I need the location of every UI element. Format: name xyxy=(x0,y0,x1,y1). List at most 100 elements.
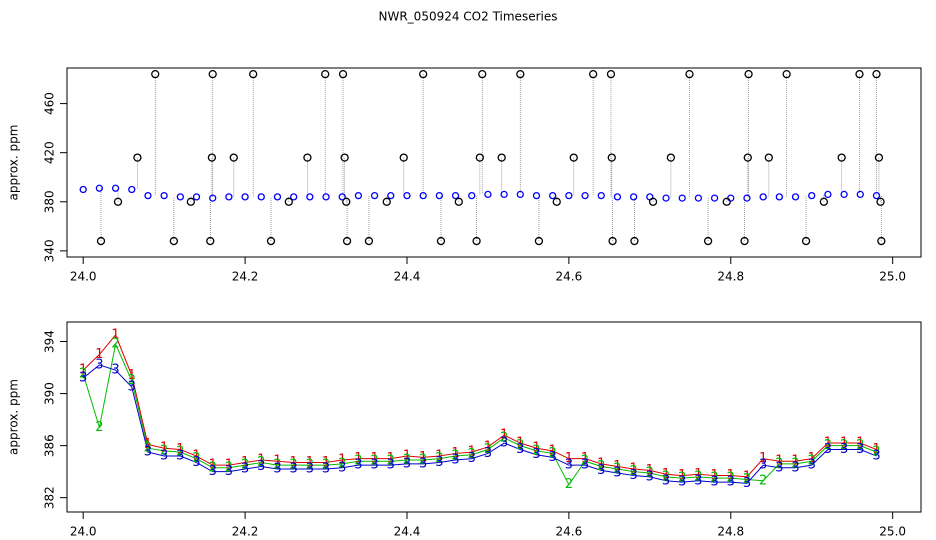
point-glyph: 2 xyxy=(710,471,718,486)
point-glyph: 1 xyxy=(710,468,718,483)
y-tick-label: 386 xyxy=(43,434,57,457)
point-glyph: 2 xyxy=(500,430,508,445)
point-glyph: 1 xyxy=(791,454,799,469)
point xyxy=(208,69,217,79)
point xyxy=(209,194,217,202)
point-glyph: 2 xyxy=(111,337,119,352)
point xyxy=(321,69,330,79)
x-tick-label: 24.6 xyxy=(556,525,583,539)
point xyxy=(160,191,168,200)
series-line xyxy=(82,342,877,486)
point-glyph: 3 xyxy=(694,473,702,488)
point-glyph: 1 xyxy=(322,455,330,470)
point xyxy=(872,191,881,200)
point xyxy=(740,236,749,246)
point xyxy=(306,193,314,201)
chart-title: NWR_050924 CO2 Timeseries xyxy=(379,10,558,24)
point-glyph: 3 xyxy=(95,357,103,372)
point-glyph: 2 xyxy=(856,438,864,453)
x-tick-label: 24.2 xyxy=(232,270,259,284)
x-tick-label: 24.6 xyxy=(556,270,583,284)
point-glyph: 3 xyxy=(144,445,152,460)
point-glyph: 2 xyxy=(241,458,249,473)
point-glyph: 3 xyxy=(290,462,298,477)
y-tick-label: 420 xyxy=(43,141,57,164)
point xyxy=(96,236,106,246)
point-glyph: 2 xyxy=(176,445,184,460)
point-glyph: 1 xyxy=(338,452,346,467)
point-glyph: 2 xyxy=(791,456,799,471)
point-glyph: 3 xyxy=(322,462,330,477)
point-glyph: 3 xyxy=(856,442,864,457)
point-glyph: 3 xyxy=(403,456,411,471)
point xyxy=(475,153,484,162)
point xyxy=(552,197,561,206)
point-glyph: 1 xyxy=(597,456,605,471)
point xyxy=(534,236,544,246)
point-glyph: 3 xyxy=(387,458,395,473)
point-glyph: 1 xyxy=(257,452,265,467)
point-glyph: 3 xyxy=(257,459,265,474)
panel: approx. ppm 24.0 24.2 24.4 24.6 24.8 25.0 340 38… xyxy=(7,67,922,284)
point xyxy=(629,193,638,201)
point xyxy=(743,153,752,162)
point-glyph: 2 xyxy=(694,469,702,484)
point xyxy=(819,197,829,206)
point xyxy=(569,153,578,162)
point xyxy=(877,236,886,246)
point xyxy=(808,191,816,200)
point-glyph: 3 xyxy=(727,475,735,490)
point-glyph: 1 xyxy=(662,467,670,482)
point-glyph: 2 xyxy=(257,455,265,470)
point xyxy=(840,190,848,199)
point xyxy=(500,190,508,199)
point-glyph: 3 xyxy=(338,460,346,475)
point xyxy=(801,236,811,246)
point xyxy=(144,191,152,200)
point-glyph: 2 xyxy=(613,462,621,477)
point-glyph: 2 xyxy=(403,452,411,467)
point-glyph: 3 xyxy=(565,458,573,473)
point-glyph: 1 xyxy=(629,462,637,477)
point-glyph: 2 xyxy=(144,441,152,456)
point-glyph: 1 xyxy=(95,347,103,362)
point-glyph: 1 xyxy=(111,328,119,343)
point xyxy=(606,69,616,79)
point-glyph: 1 xyxy=(840,436,848,451)
point xyxy=(855,69,864,79)
point-glyph: 2 xyxy=(872,445,880,460)
point xyxy=(206,236,215,246)
point-glyph: 3 xyxy=(759,458,767,473)
point xyxy=(775,193,783,201)
point-glyph: 1 xyxy=(192,449,200,464)
point xyxy=(468,191,476,200)
x-tick-label: 24.8 xyxy=(717,270,744,284)
point-glyph: 1 xyxy=(484,439,492,454)
point xyxy=(113,197,123,206)
point xyxy=(549,191,557,200)
point xyxy=(382,197,391,206)
point-glyph: 2 xyxy=(840,438,848,453)
point-glyph: 1 xyxy=(565,451,573,466)
point xyxy=(451,191,460,200)
point xyxy=(133,153,142,162)
point xyxy=(759,193,767,201)
point xyxy=(764,153,773,162)
y-tick-label: 380 xyxy=(43,190,57,213)
point-glyph: 1 xyxy=(209,458,217,473)
point-glyph: 2 xyxy=(435,451,443,466)
point-glyph: 1 xyxy=(759,451,767,466)
point-glyph: 2 xyxy=(322,458,330,473)
point-glyph: 1 xyxy=(144,437,152,452)
y-axis-label: approx. ppm xyxy=(7,125,21,201)
point-glyph: 2 xyxy=(646,465,654,480)
point-glyph: 3 xyxy=(613,465,621,480)
point-glyph: 1 xyxy=(370,451,378,466)
point-glyph: 3 xyxy=(273,462,281,477)
point-glyph: 2 xyxy=(192,451,200,466)
point-glyph: 3 xyxy=(532,447,540,462)
x-tick-label: 24.4 xyxy=(394,270,421,284)
point-glyph: 3 xyxy=(872,449,880,464)
point-glyph: 3 xyxy=(176,449,184,464)
point-glyph: 3 xyxy=(451,452,459,467)
